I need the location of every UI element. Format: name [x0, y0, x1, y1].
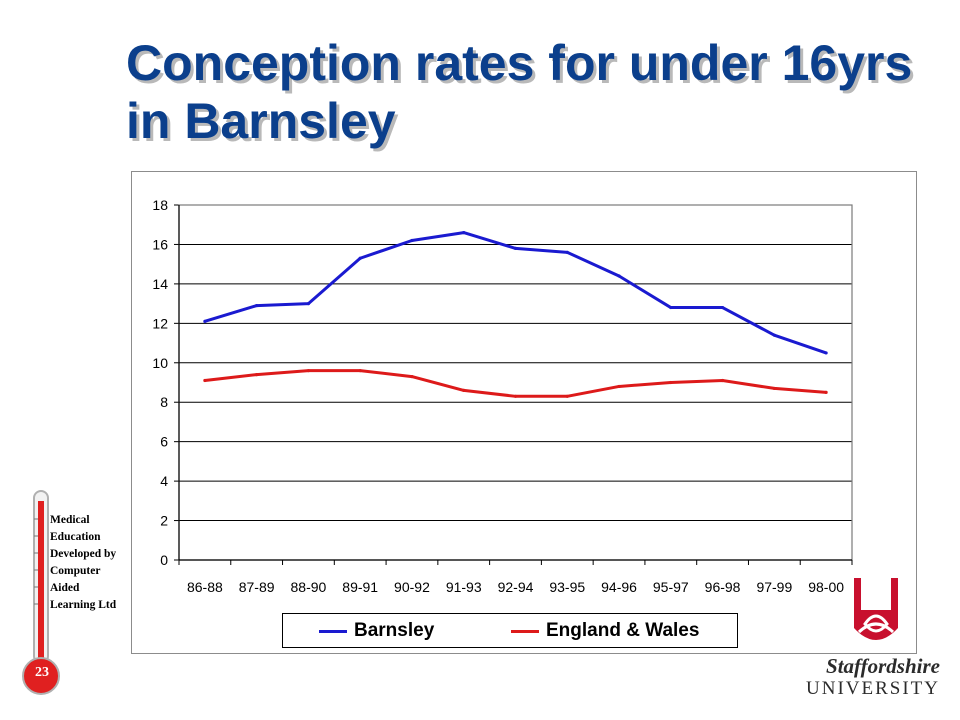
data-point — [462, 231, 466, 235]
x-tick-label: 97-99 — [756, 579, 792, 595]
data-point — [617, 274, 621, 278]
y-tick-label: 6 — [160, 434, 168, 450]
data-point — [358, 369, 362, 373]
data-point — [410, 374, 414, 379]
x-tick-label: 98-00 — [808, 579, 844, 595]
data-point — [824, 351, 828, 355]
data-point — [669, 305, 673, 310]
data-point — [358, 256, 362, 260]
y-tick-label: 4 — [160, 473, 168, 489]
thermometer-line: Education — [50, 531, 101, 543]
thermometer-line: Developed by — [50, 548, 117, 560]
y-tick-label: 2 — [160, 513, 168, 529]
slide-title-line1: Conception rates for under 16yrs — [126, 35, 913, 91]
x-tick-label: 88-90 — [291, 579, 327, 595]
data-point — [203, 319, 207, 323]
legend-label-england-wales: England & Wales — [546, 620, 700, 641]
x-tick-label: 86-88 — [187, 579, 223, 595]
x-tick-label: 89-91 — [342, 579, 378, 595]
y-tick-label: 18 — [152, 197, 168, 213]
thermometer-line: Medical — [50, 514, 90, 526]
data-point — [720, 378, 725, 383]
x-tick-label: 91-93 — [446, 579, 482, 595]
chart-frame — [131, 171, 917, 654]
thermometer-text: Medical Education Developed by Computer … — [50, 512, 116, 614]
thermometer-line: Computer — [50, 565, 101, 577]
plot-area — [178, 204, 853, 561]
data-point — [669, 380, 673, 385]
slide-title-line2: in Barnsley — [126, 93, 396, 149]
data-point — [772, 386, 776, 391]
y-tick-label: 0 — [160, 552, 168, 568]
data-point — [565, 394, 569, 398]
data-point — [565, 250, 569, 254]
thermometer-line: Aided — [50, 582, 80, 594]
series-line-england-wales — [204, 369, 827, 398]
x-tick-label: 90-92 — [394, 579, 430, 595]
data-point — [306, 369, 311, 373]
legend-label-barnsley: Barnsley — [354, 620, 435, 641]
legend-item-england-wales: England & Wales — [511, 618, 699, 644]
x-tick-label: 93-95 — [549, 579, 585, 595]
thermometer-line: Learning Ltd — [50, 599, 117, 611]
thermometer-number: 23 — [35, 665, 49, 680]
y-tick-label: 10 — [152, 355, 168, 371]
data-point — [824, 390, 828, 394]
thermometer-logo — [22, 490, 60, 695]
data-point — [306, 302, 311, 306]
x-tick-label: 95-97 — [653, 579, 689, 595]
legend-swatch-barnsley — [319, 629, 347, 633]
y-tick-label: 16 — [152, 236, 168, 252]
data-point — [255, 303, 259, 308]
data-point — [462, 388, 466, 392]
data-point — [203, 378, 207, 383]
university-word: UNIVERSITY — [806, 678, 940, 699]
data-point — [255, 373, 259, 377]
chart-legend: Barnsley England & Wales — [282, 613, 738, 648]
x-tick-label: 87-89 — [239, 579, 275, 595]
data-point — [513, 246, 518, 250]
y-tick-label: 12 — [152, 315, 168, 331]
y-tick-label: 14 — [152, 276, 168, 292]
data-point — [617, 384, 621, 389]
data-point — [772, 333, 776, 337]
series-line-barnsley — [204, 231, 827, 355]
university-crest-icon — [854, 578, 898, 640]
x-tick-label: 96-98 — [705, 579, 741, 595]
legend-item-barnsley: Barnsley — [319, 618, 434, 644]
data-point — [410, 238, 414, 243]
legend-swatch-england-wales — [511, 629, 539, 633]
data-point — [513, 394, 518, 398]
x-tick-label: 94-96 — [601, 579, 637, 595]
slide-title: Conception rates for under 16yrs in Barn… — [126, 34, 926, 150]
data-point — [720, 305, 725, 310]
x-tick-label: 92-94 — [498, 579, 534, 595]
y-tick-label: 8 — [160, 394, 168, 410]
university-name: Staffordshire — [826, 654, 940, 678]
